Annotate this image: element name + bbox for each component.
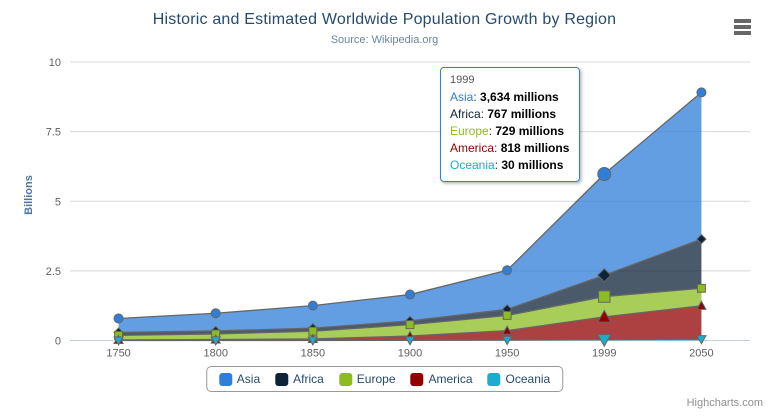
area-africa[interactable] [118,239,702,336]
marker-america-1999[interactable] [596,309,612,323]
marker-oceania-2050[interactable] [696,335,707,345]
tooltip-row-asia: Asia: 3,634 millions [450,90,559,104]
marker-asia-1750[interactable] [113,313,124,324]
legend-label-america: America [428,372,473,386]
marker-oceania-1900[interactable] [404,336,416,346]
tooltip-row-america: America: 818 millions [450,141,570,155]
hamburger-icon [733,19,751,35]
legend-symbol-europe [338,372,352,386]
legend-item-america[interactable]: America [410,372,473,386]
legend-item-africa[interactable]: Africa [275,372,324,386]
legend-item-europe[interactable]: Europe [338,372,396,386]
y-axis-label-2.5: 2.5 [46,266,61,278]
export-menu-button[interactable] [730,17,754,37]
legend-label-africa: Africa [293,372,324,386]
legend-label-asia: Asia [236,372,261,386]
marker-asia-1800[interactable] [210,308,221,319]
legend: Asia Africa Europe America Oceania [205,366,564,392]
legend-symbol-america [410,372,424,386]
marker-oceania-1850[interactable] [307,336,319,346]
chart-subtitle: Source: Wikipedia.org [330,34,439,46]
area-america[interactable] [118,305,702,341]
legend-item-oceania[interactable]: Oceania [487,372,551,386]
tooltip-row-europe: Europe: 729 millions [450,124,565,138]
x-axis-label-2050: 2050 [689,348,713,360]
tooltip-row-africa: Africa: 767 millions [450,107,557,121]
legend-symbol-africa [275,372,289,386]
credits-link[interactable]: Highcharts.com [686,397,763,409]
marker-europe-1950[interactable] [502,311,512,320]
marker-asia-1950[interactable] [502,265,513,276]
marker-europe-1900[interactable] [405,320,415,330]
marker-asia-1850[interactable] [307,300,318,311]
legend-symbol-asia [218,372,232,386]
marker-oceania-1750[interactable] [113,336,124,346]
y-axis-label-7.5: 7.5 [46,127,61,139]
x-axis-label-1900: 1900 [398,348,422,360]
x-axis-label-1850: 1850 [301,348,325,360]
marker-africa-2050[interactable] [696,233,707,245]
x-axis-label-1800: 1800 [203,348,227,360]
x-axis-label-1950: 1950 [495,348,519,360]
marker-europe-2050[interactable] [696,283,706,293]
marker-europe-1999[interactable] [598,290,611,303]
chart-title: Historic and Estimated Worldwide Populat… [152,11,617,28]
tooltip-row-oceania: Oceania: 30 millions [450,158,564,172]
y-axis-label-5: 5 [55,196,61,208]
tooltip: 1999 Asia: 3,634 millions Africa: 767 mil… [440,67,581,182]
legend-symbol-oceania [487,372,501,386]
legend-item-asia[interactable]: Asia [218,372,261,386]
marker-oceania-1999[interactable] [596,333,612,348]
area-asia[interactable] [118,92,702,333]
y-axis-label-0: 0 [55,336,61,348]
marker-asia-2050[interactable] [696,87,707,98]
marker-africa-1999[interactable] [597,268,612,283]
marker-asia-1900[interactable] [405,289,415,300]
tooltip-rows: Asia: 3,634 millions Africa: 767 millions… [450,89,569,174]
tooltip-header: 1999 [450,74,475,86]
marker-america-1950[interactable] [501,325,513,335]
marker-europe-1850[interactable] [308,326,318,336]
marker-america-2050[interactable] [696,300,707,310]
legend-label-europe: Europe [356,372,396,386]
marker-asia-1999[interactable] [597,167,612,182]
y-axis-label-10: 10 [49,57,61,69]
legend-label-oceania: Oceania [505,372,551,386]
x-axis-label-1750: 1750 [106,348,130,360]
marker-oceania-1950[interactable] [501,336,513,346]
marker-oceania-1800[interactable] [210,336,222,346]
x-axis-label-1999: 1999 [592,348,616,360]
